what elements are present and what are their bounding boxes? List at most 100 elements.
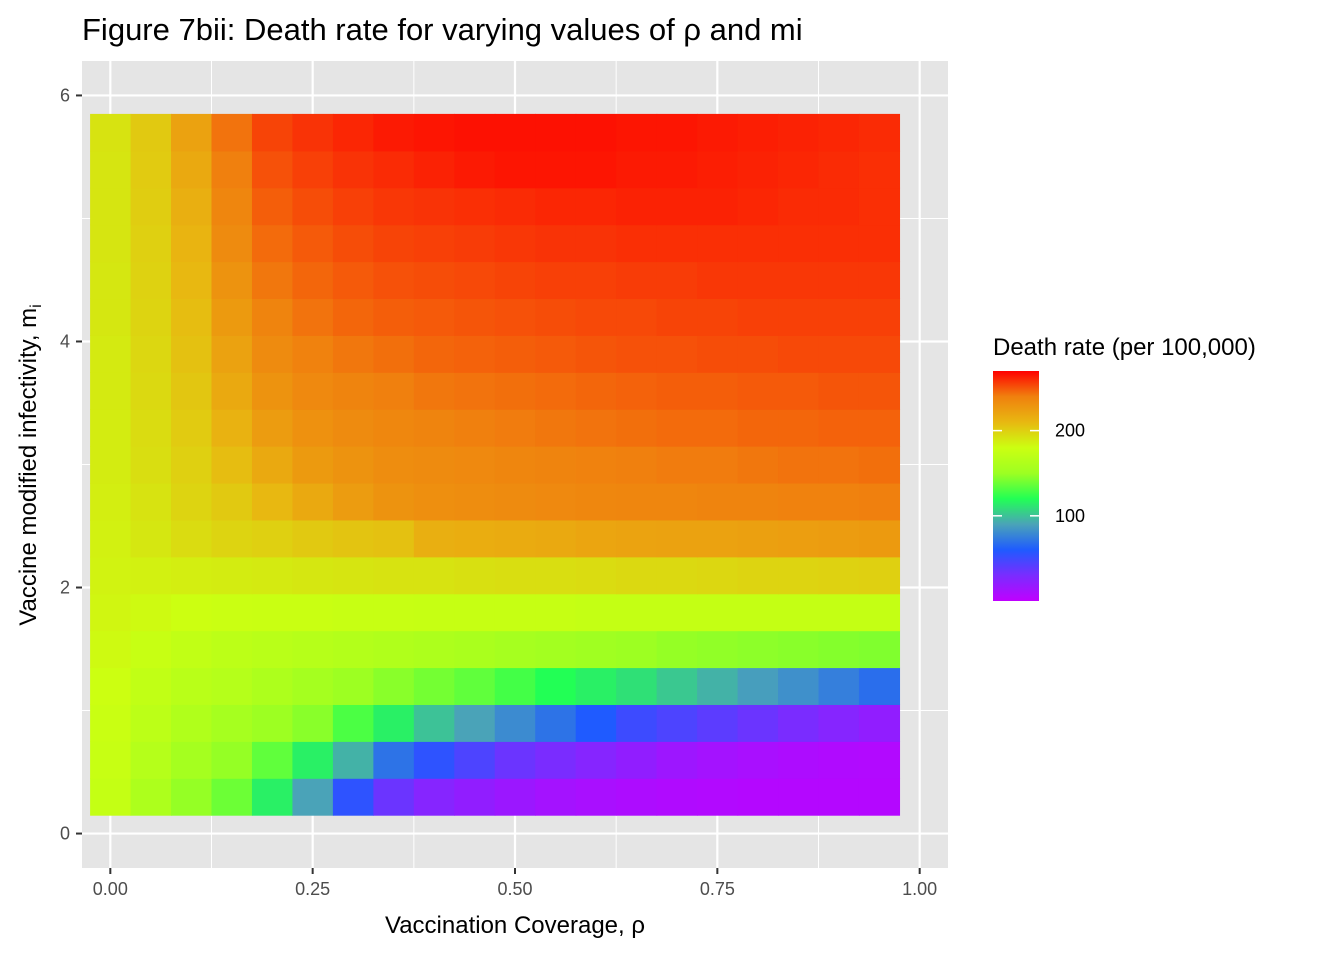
heatmap-cell <box>454 482 496 521</box>
heatmap-cell <box>251 630 294 669</box>
heatmap-cell <box>656 150 698 189</box>
heatmap-cell <box>171 630 213 669</box>
heatmap-cell <box>413 704 455 742</box>
heatmap-cell <box>171 667 213 705</box>
heatmap-cell <box>171 409 213 447</box>
heatmap-cell <box>818 150 860 189</box>
y-axis-title-subscript: i <box>28 304 45 308</box>
heatmap-cell <box>697 261 739 300</box>
heatmap-cell <box>292 482 334 521</box>
legend-title: Death rate (per 100,000) <box>993 334 1256 361</box>
heatmap-cell <box>373 224 415 263</box>
heatmap-cell <box>90 778 132 816</box>
y-axis-title-main: Vaccine modified infectivity, m <box>15 308 42 626</box>
heatmap-cell <box>656 409 698 447</box>
heatmap-cell <box>818 556 860 595</box>
y-tick-label: 6 <box>60 85 70 105</box>
heatmap-cell <box>535 113 577 152</box>
heatmap-cell <box>373 446 415 484</box>
heatmap-cell <box>535 224 577 263</box>
heatmap-cell <box>251 593 294 632</box>
heatmap-cell <box>130 778 172 816</box>
heatmap-cell <box>251 261 294 300</box>
heatmap-cell <box>737 298 779 336</box>
heatmap-cell <box>778 187 820 226</box>
heatmap-cell <box>292 409 334 447</box>
heatmap-cell <box>413 593 455 632</box>
heatmap-cell <box>90 446 132 484</box>
heatmap-cell <box>616 298 658 336</box>
heatmap-cell <box>292 778 334 816</box>
heatmap-cell <box>90 224 132 263</box>
heatmap-cell <box>454 446 496 484</box>
heatmap-cell <box>251 187 294 226</box>
heatmap-cell <box>373 556 415 595</box>
heatmap-cell <box>332 150 374 189</box>
heatmap-cell <box>373 298 415 336</box>
heatmap-cell <box>778 409 820 447</box>
heatmap-cell <box>251 704 294 742</box>
heatmap-cell <box>697 150 739 189</box>
heatmap-cell <box>535 446 577 484</box>
heatmap-cell <box>373 741 415 779</box>
heatmap-cell <box>858 446 901 484</box>
heatmap-cell <box>737 150 779 189</box>
heatmap-cell <box>494 335 536 373</box>
heatmap-cell <box>251 519 294 558</box>
heatmap-cell <box>697 482 739 521</box>
heatmap-cell <box>737 409 779 447</box>
heatmap-cell <box>171 150 213 189</box>
heatmap-cell <box>778 372 820 410</box>
heatmap-cell <box>575 150 617 189</box>
heatmap-cell <box>251 482 294 521</box>
heatmap-cell <box>332 667 374 705</box>
heatmap-cell <box>858 150 901 189</box>
heatmap-cell <box>211 778 253 816</box>
heatmap-cell <box>818 741 860 779</box>
heatmap-cell <box>454 224 496 263</box>
heatmap-cell <box>454 556 496 595</box>
heatmap-cell <box>858 482 901 521</box>
heatmap-cell <box>373 409 415 447</box>
heatmap-cell <box>858 113 901 152</box>
y-tick-label: 4 <box>60 331 70 351</box>
heatmap-cell <box>211 667 253 705</box>
heatmap-cell <box>130 150 172 189</box>
heatmap-cell <box>211 556 253 595</box>
heatmap-cell <box>171 335 213 373</box>
heatmap-cell <box>697 519 739 558</box>
heatmap-cell <box>737 187 779 226</box>
heatmap-cell <box>251 667 294 705</box>
heatmap-cell <box>494 261 536 300</box>
heatmap-cell <box>697 187 739 226</box>
heatmap-cell <box>737 630 779 669</box>
heatmap-cell <box>454 630 496 669</box>
heatmap-cell <box>130 593 172 632</box>
heatmap-cell <box>332 113 374 152</box>
heatmap-cell <box>454 409 496 447</box>
heatmap-cell <box>171 556 213 595</box>
heatmap-cell <box>616 741 658 779</box>
heatmap-cell <box>413 298 455 336</box>
heatmap-cell <box>656 224 698 263</box>
heatmap-cell <box>292 224 334 263</box>
heatmap-cell <box>818 298 860 336</box>
heatmap-cell <box>90 482 132 521</box>
x-tick-label: 0.50 <box>497 879 532 899</box>
heatmap-cell <box>778 224 820 263</box>
heatmap-cell <box>575 298 617 336</box>
heatmap-cell <box>818 630 860 669</box>
heatmap-cell <box>535 261 577 300</box>
heatmap-cell <box>454 593 496 632</box>
heatmap-cell <box>332 778 374 816</box>
heatmap-cell <box>373 150 415 189</box>
heatmap-cell <box>818 704 860 742</box>
heatmap-cell <box>737 446 779 484</box>
heatmap-cell <box>211 261 253 300</box>
heatmap-cell <box>454 372 496 410</box>
heatmap-cell <box>373 593 415 632</box>
heatmap-cell <box>778 482 820 521</box>
heatmap-cell <box>211 335 253 373</box>
heatmap-cell <box>211 519 253 558</box>
heatmap-cell <box>251 150 294 189</box>
